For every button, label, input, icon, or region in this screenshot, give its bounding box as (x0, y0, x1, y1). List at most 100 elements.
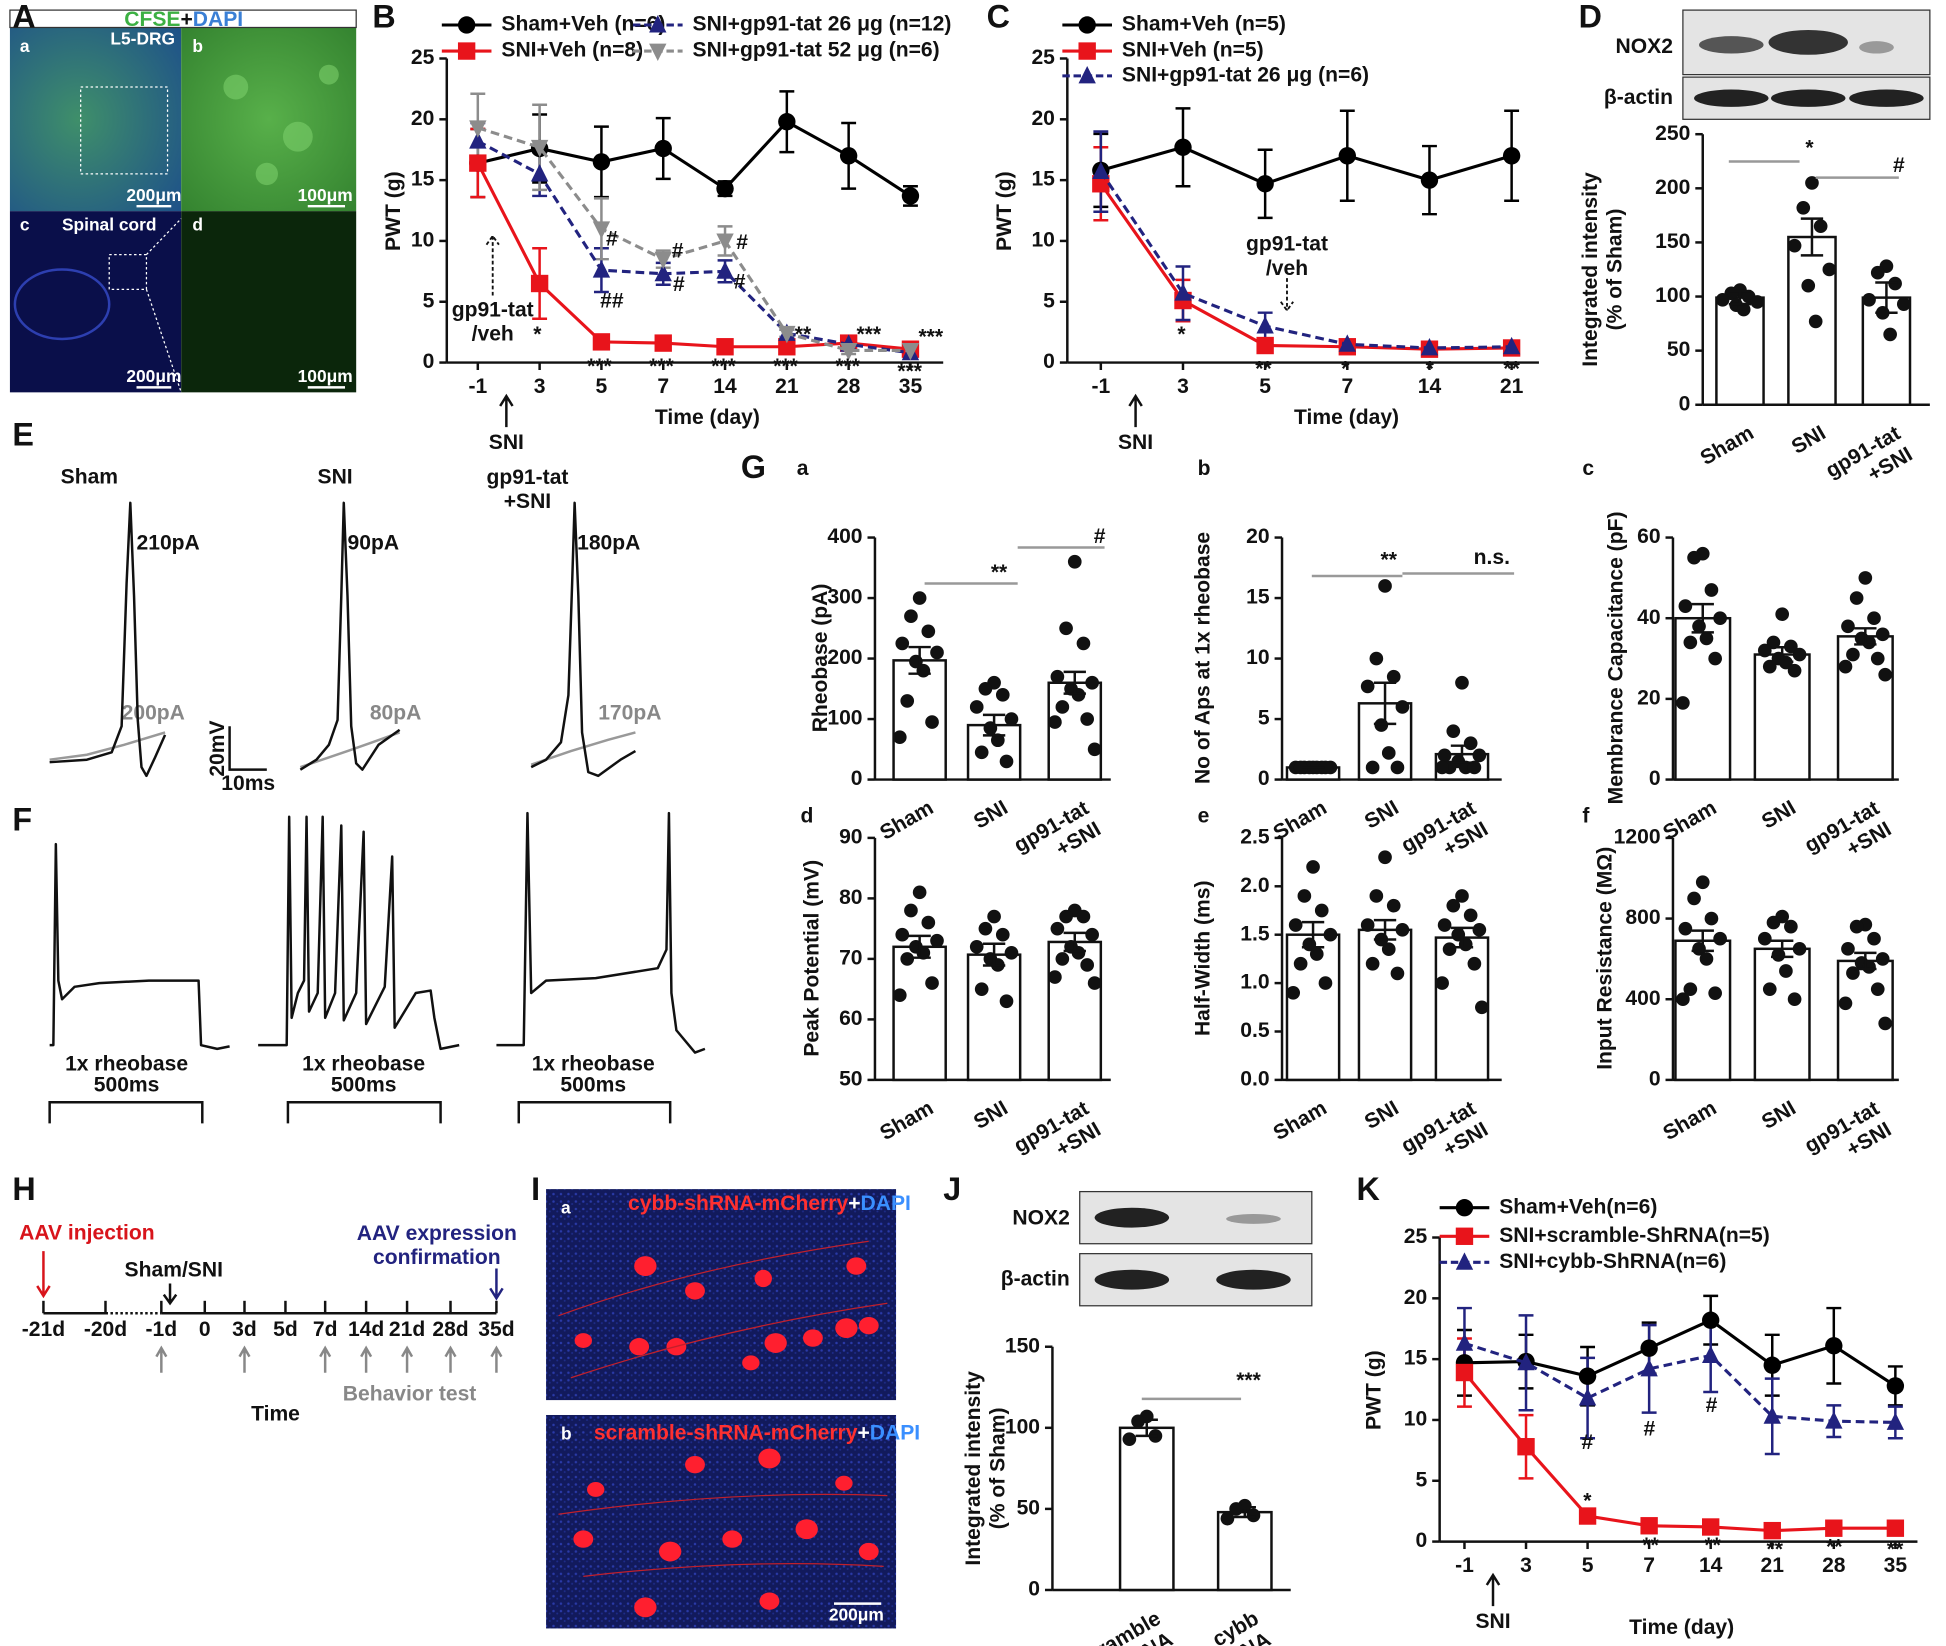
marker (654, 251, 672, 270)
marker (1825, 1411, 1843, 1429)
y-tick-label: 1.5 (1240, 922, 1270, 945)
data-point (1386, 898, 1401, 913)
x-tick-label: 35 (899, 375, 923, 398)
data-point (1792, 647, 1807, 662)
bar (1753, 653, 1811, 781)
annotation: *** (773, 355, 798, 378)
data-point (912, 591, 927, 605)
data-point (1862, 292, 1876, 307)
data-point (1801, 278, 1816, 293)
series-line (1099, 170, 1512, 350)
data-point (1475, 1000, 1489, 1015)
y-tick-label: 0 (1258, 767, 1270, 790)
chart: 0 5 10 15 20 25 -1 3 5 7 14 21 PWT (g) Time (day) SNI g… (993, 13, 1539, 454)
x-tick-label: gp91-tat+SNI (1822, 421, 1917, 503)
annotation: ** (1503, 358, 1520, 381)
data-point (1365, 760, 1380, 775)
annotation: # (734, 271, 746, 294)
data-point (1365, 956, 1380, 971)
y-tick-label: 200 (827, 646, 862, 669)
event-arrow (1128, 393, 1143, 428)
data-point (1870, 651, 1885, 666)
annotation: * (1177, 323, 1186, 346)
marker (654, 139, 672, 158)
annotation: * (1341, 358, 1350, 381)
y-tick-label: 15 (1404, 1347, 1428, 1370)
marker (839, 342, 858, 361)
data-point (1455, 889, 1469, 903)
data-point (1678, 921, 1693, 936)
marker (1517, 1438, 1535, 1456)
annotation: ** (1767, 1538, 1784, 1561)
data-point (1050, 921, 1065, 936)
stain: DAPI (861, 1192, 911, 1215)
bar (892, 945, 947, 1082)
panel-e: Sham SNI gp91-tat +SNI 210pA 90pA 180pA 2… (49, 466, 661, 795)
legend-label: SNI+gp91-tat 52 μg (n=6) (693, 39, 940, 62)
data-point (1446, 724, 1461, 738)
y-tick-label: 0 (1028, 1578, 1040, 1601)
error-bar (1875, 281, 1898, 315)
y-tick-label: 5 (1258, 707, 1270, 730)
y-tick-label: 250 (1655, 122, 1690, 145)
data-point (1687, 891, 1701, 906)
annotation: n.s. (1474, 546, 1510, 569)
x-tick-label: SNI (970, 796, 1012, 833)
y-tick-label: 150 (1005, 1334, 1040, 1357)
marker (592, 333, 611, 351)
data-point (1713, 611, 1727, 626)
annotation: # (1581, 1431, 1593, 1454)
x-tick-label: Sham (1696, 421, 1757, 470)
data-point (1067, 554, 1082, 569)
data-point (1455, 675, 1469, 690)
scale-label: 100μm (298, 185, 353, 205)
y-axis-label: Membrance Capacitance (pF) (1605, 512, 1628, 805)
data-point (1792, 941, 1807, 956)
day-label: 14d (348, 1318, 384, 1341)
panel-label: J (943, 1171, 961, 1207)
data-point (1808, 314, 1823, 329)
y-tick-label: 20 (1637, 686, 1660, 709)
data-point (912, 885, 927, 900)
panel-f: 1x rheobase 1x rheobase 1x rheobase 500m… (48, 811, 706, 1124)
y-tick-label: 2.5 (1240, 825, 1270, 848)
day-label: -1d (146, 1318, 178, 1341)
y-tick-label: 20 (1031, 107, 1054, 130)
image-c (9, 211, 182, 393)
x-axis-label: Time (day) (1629, 1616, 1734, 1639)
data-point (900, 952, 915, 966)
x-tick-label: 7 (1341, 375, 1353, 398)
error-bar (982, 713, 1006, 737)
annotation: # (673, 273, 685, 296)
day-label: 5d (273, 1318, 298, 1341)
day-label: 21d (389, 1318, 425, 1341)
note: gp91-tat/veh (452, 298, 534, 345)
y-tick-label: 20 (1246, 525, 1269, 548)
y-tick-label: 5 (423, 289, 435, 312)
data-point (1784, 919, 1798, 934)
marker (1763, 1521, 1781, 1540)
data-point (1838, 996, 1853, 1011)
marker (1455, 1333, 1474, 1351)
data-point (1678, 599, 1693, 613)
error-bar (1063, 931, 1086, 953)
current-label: 180pA (577, 531, 640, 554)
bar (1861, 296, 1912, 407)
y-tick-label: 5 (1415, 1468, 1427, 1491)
y-tick-label: 20 (411, 107, 434, 130)
y-tick-label: 50 (1667, 338, 1690, 361)
legend-label: SNI+gp91-tat 26 μg (n=6) (1122, 63, 1369, 86)
data-point (1390, 760, 1405, 775)
error-bar (1728, 289, 1752, 306)
test-label: Behavior test (343, 1383, 477, 1406)
data-point (1360, 918, 1375, 932)
day-label: 7d (313, 1318, 338, 1341)
x-tick-label: Sham (876, 796, 937, 845)
duration-label: 500ms (331, 1074, 397, 1097)
data-point (1708, 986, 1722, 1001)
error-bar (1691, 929, 1714, 953)
data-point (1467, 956, 1482, 971)
stain: DAPI (193, 8, 243, 31)
